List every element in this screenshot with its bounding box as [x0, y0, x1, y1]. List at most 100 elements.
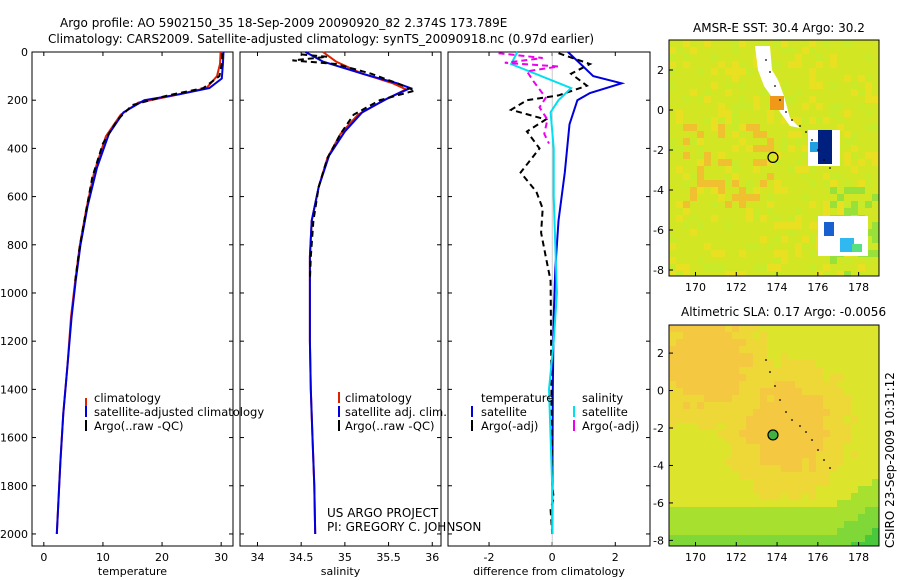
map-cell: [669, 138, 676, 145]
map-cell: [753, 82, 760, 89]
map-cell: [718, 40, 725, 47]
map-cell: [753, 367, 760, 374]
map-cell: [676, 444, 683, 451]
map-cell: [732, 500, 739, 507]
map-cell: [697, 346, 704, 353]
map-cell: [718, 96, 725, 103]
map-cell: [690, 528, 697, 535]
map-cell: [837, 75, 844, 82]
map-cell: [732, 257, 739, 264]
map-cell: [732, 451, 739, 458]
map-cell: [865, 236, 872, 243]
map-cell: [844, 444, 851, 451]
map-cell: [844, 542, 851, 546]
map-cell: [774, 458, 781, 465]
map-cell: [774, 243, 781, 250]
map-cell: [767, 47, 774, 54]
map-cell: [781, 145, 788, 152]
y-tick-label: 0: [657, 104, 664, 117]
map-cell: [690, 187, 697, 194]
x-tick-label: 172: [726, 281, 747, 294]
map-cell: [725, 124, 732, 131]
map-cell: [830, 47, 837, 54]
map-cell: [809, 124, 816, 131]
map-cell: [697, 110, 704, 117]
map-cell: [760, 110, 767, 117]
map-cell: [788, 325, 795, 332]
map-cell: [753, 194, 760, 201]
map-cell: [844, 528, 851, 535]
map-cell: [676, 68, 683, 75]
map-cell: [830, 325, 837, 332]
map-cell: [669, 194, 676, 201]
map-cell: [851, 472, 858, 479]
map-cell: [858, 486, 865, 493]
map-cell: [837, 325, 844, 332]
map-cell: [704, 353, 711, 360]
map-cell: [802, 507, 809, 514]
map-cell: [760, 325, 767, 332]
map-cell: [774, 215, 781, 222]
map-cell: [809, 61, 816, 68]
map-cell: [718, 68, 725, 75]
map-cell: [683, 451, 690, 458]
map-cell: [683, 47, 690, 54]
map-cell: [767, 332, 774, 339]
map-cell: [760, 187, 767, 194]
map-cell: [823, 187, 830, 194]
map-cell: [753, 75, 760, 82]
map-cell: [669, 152, 676, 159]
map-cell: [760, 229, 767, 236]
map-cell: [718, 479, 725, 486]
map-cell: [781, 507, 788, 514]
map-cell: [676, 395, 683, 402]
map-cell: [865, 187, 872, 194]
map-cell: [669, 40, 676, 47]
map-cell: [816, 40, 823, 47]
map-cell: [788, 451, 795, 458]
map-cell: [739, 145, 746, 152]
map-cell: [795, 138, 802, 145]
map-cell: [837, 124, 844, 131]
map-cell: [753, 486, 760, 493]
map-cell: [788, 257, 795, 264]
map-cell: [844, 416, 851, 423]
map-cell: [683, 110, 690, 117]
map-cell: [809, 89, 816, 96]
map-cell: [823, 194, 830, 201]
map-cell: [802, 458, 809, 465]
map-cell: [837, 521, 844, 528]
map-cell: [809, 479, 816, 486]
map-cell: [809, 68, 816, 75]
map-cell: [802, 542, 809, 546]
map-cell: [669, 173, 676, 180]
map-cell: [809, 346, 816, 353]
map-cell: [732, 110, 739, 117]
map-cell: [711, 514, 718, 521]
map-cell: [753, 374, 760, 381]
map-cell: [872, 208, 879, 215]
map-cell: [669, 437, 676, 444]
map-cell: [795, 201, 802, 208]
map-cell: [690, 535, 697, 542]
map-cell: [746, 542, 753, 546]
map-cell: [697, 458, 704, 465]
y-tick-label: 0: [657, 385, 664, 398]
map-cell: [830, 486, 837, 493]
map-cell: [816, 353, 823, 360]
map-cell: [823, 82, 830, 89]
map-cell: [802, 374, 809, 381]
map-cell: [823, 257, 830, 264]
map-cell: [760, 159, 767, 166]
map-cell: [774, 339, 781, 346]
map-cell: [823, 47, 830, 54]
map-cell: [711, 47, 718, 54]
map-cell: [781, 40, 788, 47]
map-cell: [781, 325, 788, 332]
map-cell: [802, 402, 809, 409]
map-cell: [760, 507, 767, 514]
map-cell: [837, 465, 844, 472]
map-cell: [683, 346, 690, 353]
map-cell: [690, 229, 697, 236]
sst-map-title: AMSR-E SST: 30.4 Argo: 30.2: [693, 21, 865, 35]
